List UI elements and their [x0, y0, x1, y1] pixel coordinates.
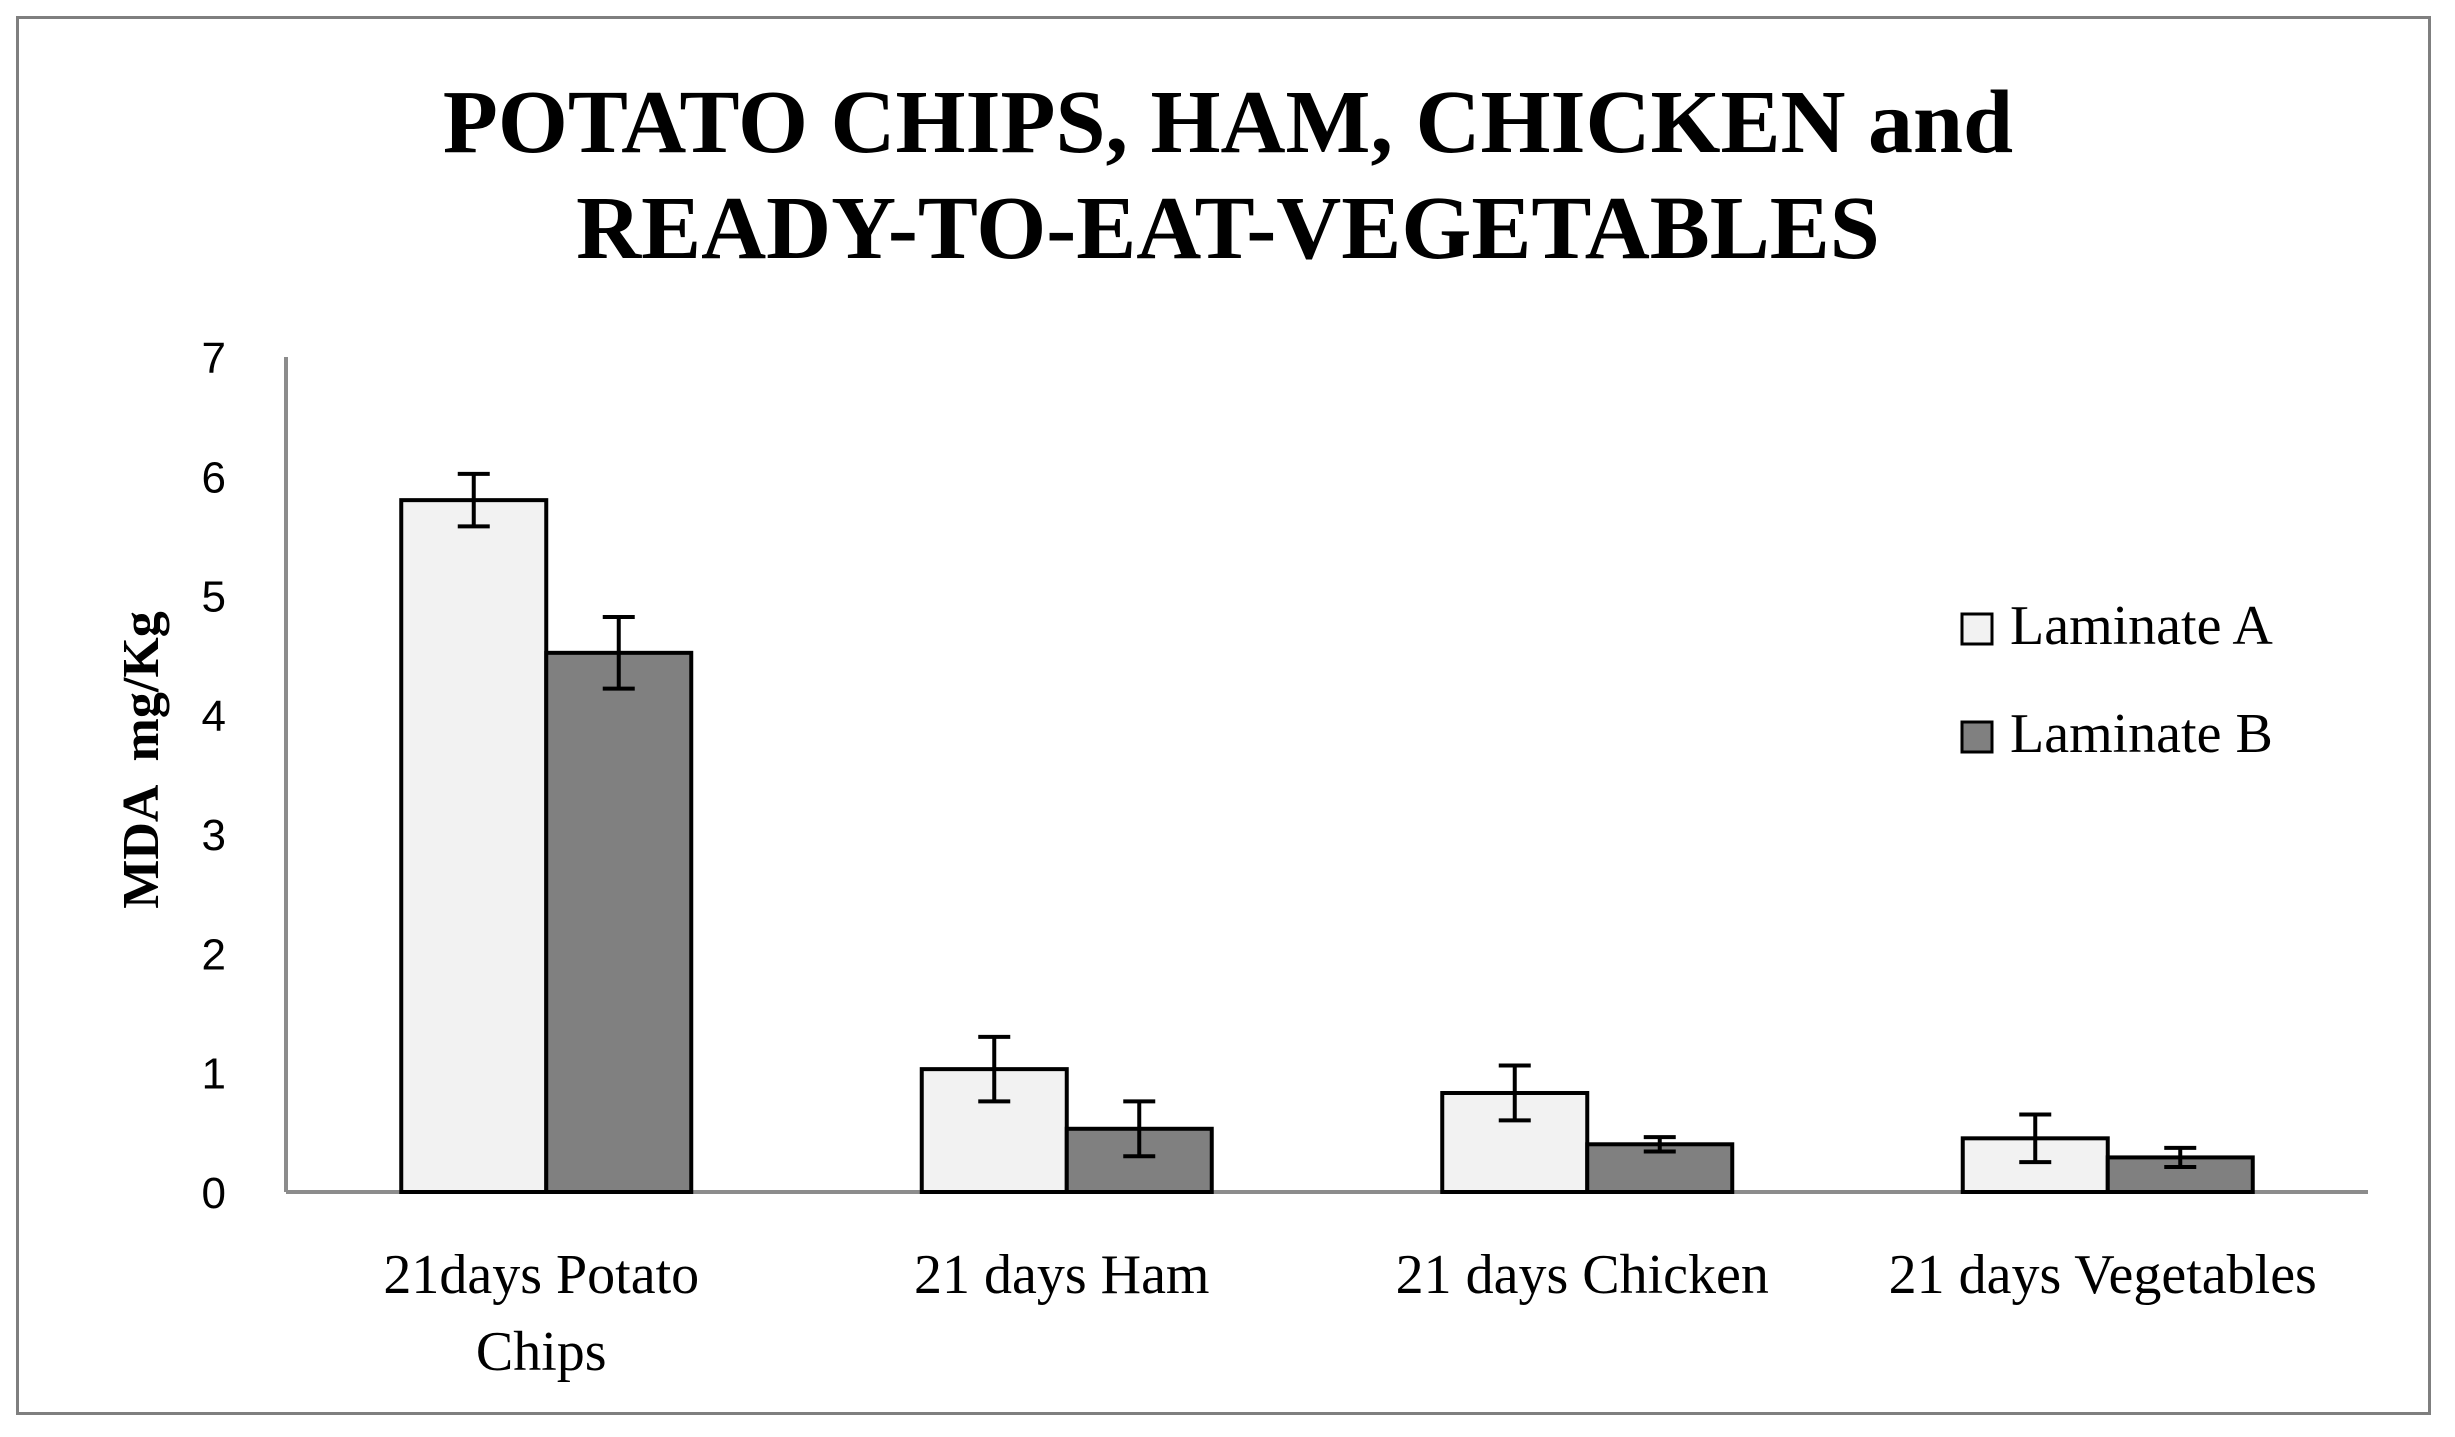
legend-swatch: [1960, 720, 1994, 754]
x-tick-label: 21 days Ham: [914, 1244, 1210, 1306]
y-tick-label: 3: [202, 811, 226, 860]
y-tick-label: 0: [202, 1169, 226, 1218]
y-tick-label: 6: [202, 453, 226, 502]
y-tick-label: 5: [202, 573, 226, 622]
title-line-1: POTATO CHIPS, HAM, CHICKEN and: [443, 73, 2013, 172]
legend-label: Laminate B: [2010, 703, 2273, 765]
x-tick-label: 21 days Chicken: [1396, 1244, 1769, 1306]
bar: [544, 650, 694, 1194]
title-line-2: READY-TO-EAT-VEGETABLES: [576, 179, 1880, 278]
y-tick-label: 7: [202, 334, 226, 383]
chart-title: POTATO CHIPS, HAM, CHICKEN and READY-TO-…: [443, 73, 2013, 278]
y-axis-label: MDA mg/Kg: [113, 611, 170, 909]
y-tick-label: 4: [202, 692, 226, 741]
bar: [2105, 1155, 2255, 1194]
bar: [399, 498, 549, 1194]
x-tick-label: 21 days Vegetables: [1889, 1244, 2317, 1306]
y-tick-label: 1: [202, 1050, 226, 1099]
legend-label: Laminate A: [2010, 595, 2273, 657]
y-tick-label: 2: [202, 930, 226, 979]
plot-area: 0 1 2 3 4 5 6 7 21days Potato Chips 21 days Ham 21 …: [202, 334, 2368, 1383]
legend: Laminate A Laminate B: [1960, 595, 2273, 765]
legend-swatch: [1960, 612, 1994, 646]
x-tick-label: Chips: [476, 1321, 607, 1383]
x-tick-label: 21days Potato: [383, 1244, 699, 1306]
